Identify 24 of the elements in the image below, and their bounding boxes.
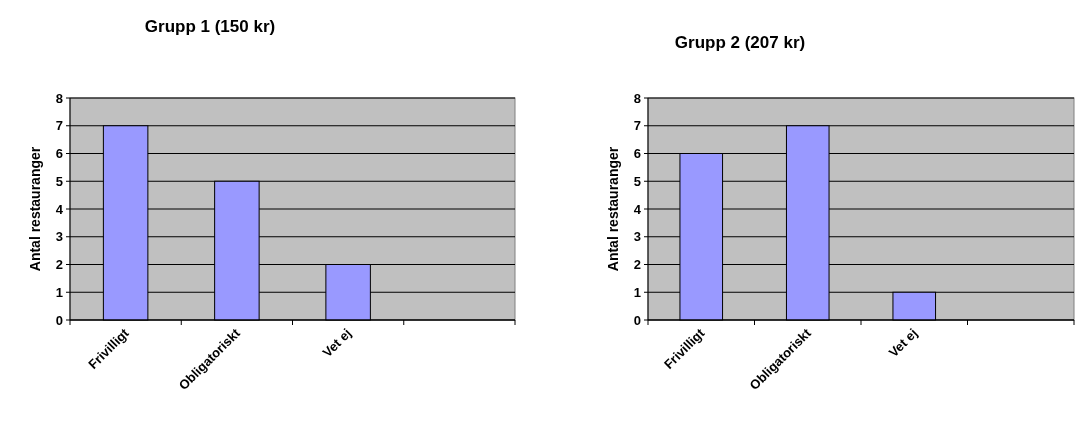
y-tick-label: 5	[633, 173, 641, 189]
y-tick-label: 1	[633, 284, 641, 300]
y-tick-label: 7	[55, 118, 63, 134]
y-tick-label: 7	[633, 118, 641, 134]
x-tick-label: Vet ej	[885, 325, 921, 361]
y-tick-label: 0	[55, 312, 63, 328]
x-tick-label: Vet ej	[319, 325, 355, 361]
chart-title: Grupp 1 (150 kr)	[144, 17, 276, 36]
y-tick-label: 8	[55, 90, 63, 106]
y-tick-label: 6	[633, 146, 641, 162]
y-tick-label: 3	[55, 229, 63, 245]
y-tick-label: 6	[55, 146, 63, 162]
y-tick-label: 1	[55, 284, 63, 300]
y-tick-label: 0	[633, 312, 641, 328]
y-tick-label: 2	[633, 257, 641, 273]
y-axis-title: Antal restauranger	[605, 146, 621, 272]
chart-title: Grupp 2 (207 kr)	[674, 33, 806, 52]
y-tick-label: 2	[55, 257, 63, 273]
y-axis-title: Antal restauranger	[27, 146, 43, 272]
y-tick-label: 8	[633, 90, 641, 106]
y-tick-label: 4	[633, 201, 642, 217]
y-tick-label: 5	[55, 173, 63, 189]
y-tick-label: 3	[633, 229, 641, 245]
y-tick-label: 4	[55, 201, 64, 217]
